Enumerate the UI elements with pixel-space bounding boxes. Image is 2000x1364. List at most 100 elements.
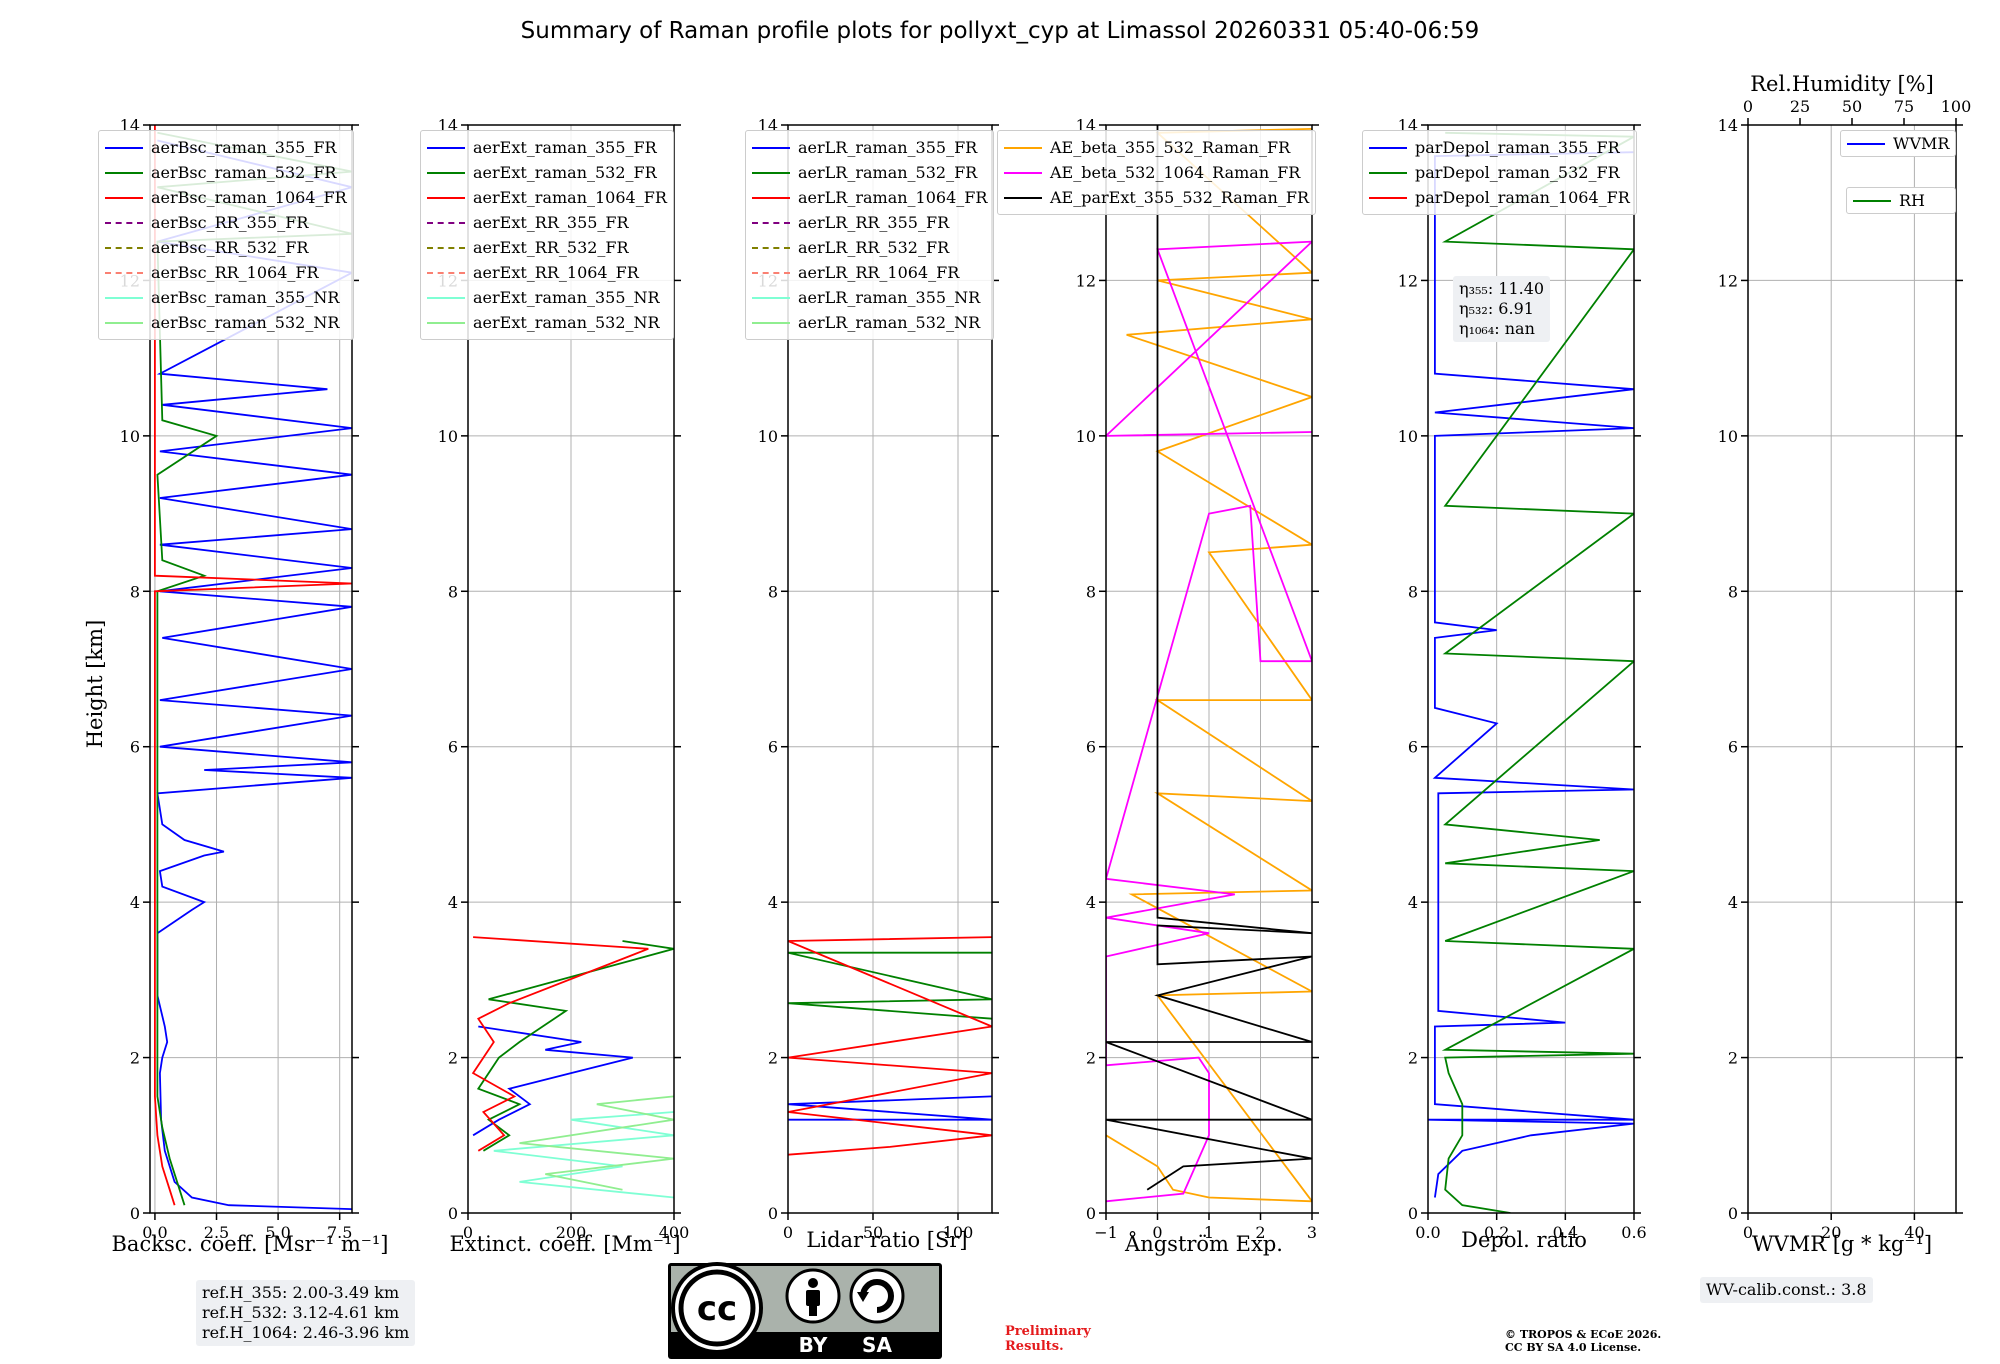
legend-label: aerExt_RR_355_FR [473, 213, 629, 232]
ext-xtick-label: 200 [556, 1223, 587, 1242]
wv-ytick-label: 0 [1728, 1204, 1738, 1223]
legend-swatch [427, 221, 465, 224]
wv-ytick-label: 14 [1718, 116, 1738, 135]
ae-series-2 [1106, 125, 1312, 1191]
lr-ytick-label: 6 [768, 738, 778, 757]
legend-label: RH [1899, 191, 1925, 210]
bsc-legend-item: aerBsc_raman_355_NR [105, 285, 347, 310]
lr-legend-item: aerLR_raman_355_NR [752, 285, 987, 310]
ext-ytick-label: 2 [448, 1049, 458, 1068]
legend-label: aerExt_RR_532_FR [473, 238, 629, 257]
wv-ytick-label: 12 [1718, 271, 1738, 290]
legend-label: aerLR_raman_355_NR [798, 288, 981, 307]
figure-title: Summary of Raman profile plots for polly… [520, 18, 1480, 44]
legend-swatch [105, 221, 143, 224]
bsc-legend-item: aerBsc_RR_1064_FR [105, 260, 347, 285]
wv-xtick-label: 40 [1904, 1223, 1924, 1242]
lr-ytick-label: 10 [758, 427, 778, 446]
lr-legend-item: aerLR_RR_355_FR [752, 210, 987, 235]
wv-legend: WVMR RH [1840, 130, 1957, 214]
ae-legend: AE_beta_355_532_Raman_FR AE_beta_532_1064… [997, 130, 1316, 215]
legend-label: aerExt_RR_1064_FR [473, 263, 639, 282]
dep-ytick-label: 2 [1408, 1049, 1418, 1068]
legend-swatch [752, 221, 790, 224]
legend-label: aerExt_raman_532_NR [473, 313, 660, 332]
bsc-legend-item: aerBsc_RR_355_FR [105, 210, 347, 235]
lr-legend: aerLR_raman_355_FR aerLR_raman_532_FR aerL… [745, 130, 995, 340]
dep-ytick-label: 10 [1398, 427, 1418, 446]
eta-1064: η₁₀₆₄: nan [1459, 319, 1535, 338]
bsc-ytick-label: 8 [130, 582, 140, 601]
ae-ytick-label: 10 [1076, 427, 1096, 446]
bsc-ytick-label: 2 [130, 1049, 140, 1068]
legend-swatch [105, 196, 143, 199]
dep-ytick-label: 8 [1408, 582, 1418, 601]
ae-ytick-label: 0 [1086, 1204, 1096, 1223]
ext-ytick-label: 4 [448, 893, 458, 912]
lr-xtick-label: 50 [863, 1223, 883, 1242]
ae-ytick-label: 12 [1076, 271, 1096, 290]
legend-label: aerBsc_RR_355_FR [151, 213, 309, 232]
wv-panel: 0 2 4 6 8 10 12 14 0 20 40 0 25 50 75 100 [1718, 97, 1972, 1242]
legend-label: AE_beta_532_1064_Raman_FR [1050, 163, 1301, 182]
legend-swatch [1853, 199, 1891, 202]
legend-label: aerExt_raman_355_NR [473, 288, 660, 307]
ext-series-2 [471, 936, 649, 1152]
legend-label: AE_beta_355_532_Raman_FR [1050, 138, 1291, 157]
legend-label: AE_parExt_355_532_Raman_FR [1050, 188, 1309, 207]
rh-top-tick-label: 100 [1941, 97, 1972, 116]
bsc-legend-item: aerBsc_raman_532_NR [105, 310, 347, 335]
legend-label: parDepol_raman_532_FR [1415, 163, 1620, 182]
lr-legend-item: aerLR_raman_532_NR [752, 310, 987, 335]
preliminary-line-1: Preliminary [1005, 1324, 1091, 1339]
ae-legend-item: AE_beta_532_1064_Raman_FR [1004, 160, 1309, 185]
ext-ytick-label: 10 [438, 427, 458, 446]
dep-ytick-label: 4 [1408, 893, 1418, 912]
legend-label: aerLR_raman_532_FR [798, 163, 978, 182]
ae-legend-item: AE_parExt_355_532_Raman_FR [1004, 185, 1309, 210]
cc-license-badge: cc BY SA [667, 1262, 943, 1364]
lr-legend-item: aerLR_RR_1064_FR [752, 260, 987, 285]
dep-ytick-label: 12 [1398, 271, 1418, 290]
preliminary-note: Preliminary Results. [1005, 1324, 1091, 1354]
ref-h-1064: ref.H_1064: 2.46-3.96 km [202, 1323, 410, 1342]
legend-label: aerBsc_raman_1064_FR [151, 188, 347, 207]
lr-legend-item: aerLR_RR_532_FR [752, 235, 987, 260]
bsc-ytick-label: 6 [130, 738, 140, 757]
bsc-series-2 [154, 125, 352, 1206]
legend-swatch [752, 296, 790, 299]
legend-swatch [752, 171, 790, 174]
dep-legend-item: parDepol_raman_532_FR [1369, 160, 1630, 185]
legend-swatch [427, 196, 465, 199]
legend-swatch [1369, 196, 1407, 199]
ext-ytick-label: 8 [448, 582, 458, 601]
ae-legend-item: AE_beta_355_532_Raman_FR [1004, 135, 1309, 160]
legend-label: aerBsc_RR_532_FR [151, 238, 309, 257]
ext-xtick-label: 400 [659, 1223, 690, 1242]
ext-series-3 [493, 1111, 674, 1199]
bsc-ytick-label: 10 [120, 427, 140, 446]
lr-legend-item: aerLR_raman_1064_FR [752, 185, 987, 210]
ext-legend-item: aerExt_raman_355_FR [427, 135, 667, 160]
legend-swatch [427, 146, 465, 149]
rh-top-tick-label: 0 [1743, 97, 1753, 116]
legend-label: aerLR_RR_1064_FR [798, 263, 960, 282]
dep-legend: parDepol_raman_355_FR parDepol_raman_532_… [1362, 130, 1637, 215]
legend-label: aerLR_RR_532_FR [798, 238, 950, 257]
copyright-line-1: © TROPOS & ECoE 2026. [1505, 1328, 1662, 1341]
wv-calib-box: WV-calib.const.: 3.8 [1700, 1277, 1873, 1303]
legend-swatch [105, 296, 143, 299]
wv-ytick-label: 2 [1728, 1049, 1738, 1068]
dep-xlabel: Depol. ratio [1461, 1228, 1587, 1252]
wv-xtick-label: 20 [1821, 1223, 1841, 1242]
y-axis-label: Height [km] [83, 619, 107, 749]
legend-swatch [1369, 171, 1407, 174]
dep-xtick-label: 0.2 [1484, 1223, 1509, 1242]
ae-xtick-label: 2 [1255, 1223, 1265, 1242]
ref-height-box: ref.H_355: 2.00-3.49 km ref.H_532: 3.12-… [196, 1280, 416, 1346]
legend-swatch [427, 321, 465, 324]
legend-swatch [1004, 146, 1042, 149]
dep-xtick-label: 0.6 [1621, 1223, 1646, 1242]
rh-top-tick-label: 75 [1894, 97, 1914, 116]
